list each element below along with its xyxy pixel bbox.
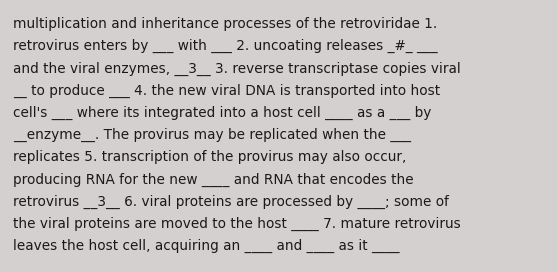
Text: __enzyme__. The provirus may be replicated when the ___: __enzyme__. The provirus may be replicat… — [13, 128, 411, 142]
Text: retrovirus __3__ 6. viral proteins are processed by ____; some of: retrovirus __3__ 6. viral proteins are p… — [13, 194, 449, 209]
Text: retrovirus enters by ___ with ___ 2. uncoating releases _#_ ___: retrovirus enters by ___ with ___ 2. unc… — [13, 39, 437, 53]
Text: replicates 5. transcription of the provirus may also occur,: replicates 5. transcription of the provi… — [13, 150, 406, 164]
Text: and the viral enzymes, __3__ 3. reverse transcriptase copies viral: and the viral enzymes, __3__ 3. reverse … — [13, 61, 461, 76]
Text: cell's ___ where its integrated into a host cell ____ as a ___ by: cell's ___ where its integrated into a h… — [13, 106, 431, 120]
Text: the viral proteins are moved to the host ____ 7. mature retrovirus: the viral proteins are moved to the host… — [13, 217, 461, 231]
Text: leaves the host cell, acquiring an ____ and ____ as it ____: leaves the host cell, acquiring an ____ … — [13, 239, 400, 253]
Text: multiplication and inheritance processes of the retroviridae 1.: multiplication and inheritance processes… — [13, 17, 437, 31]
Text: producing RNA for the new ____ and RNA that encodes the: producing RNA for the new ____ and RNA t… — [13, 172, 413, 187]
Text: __ to produce ___ 4. the new viral DNA is transported into host: __ to produce ___ 4. the new viral DNA i… — [13, 84, 440, 98]
